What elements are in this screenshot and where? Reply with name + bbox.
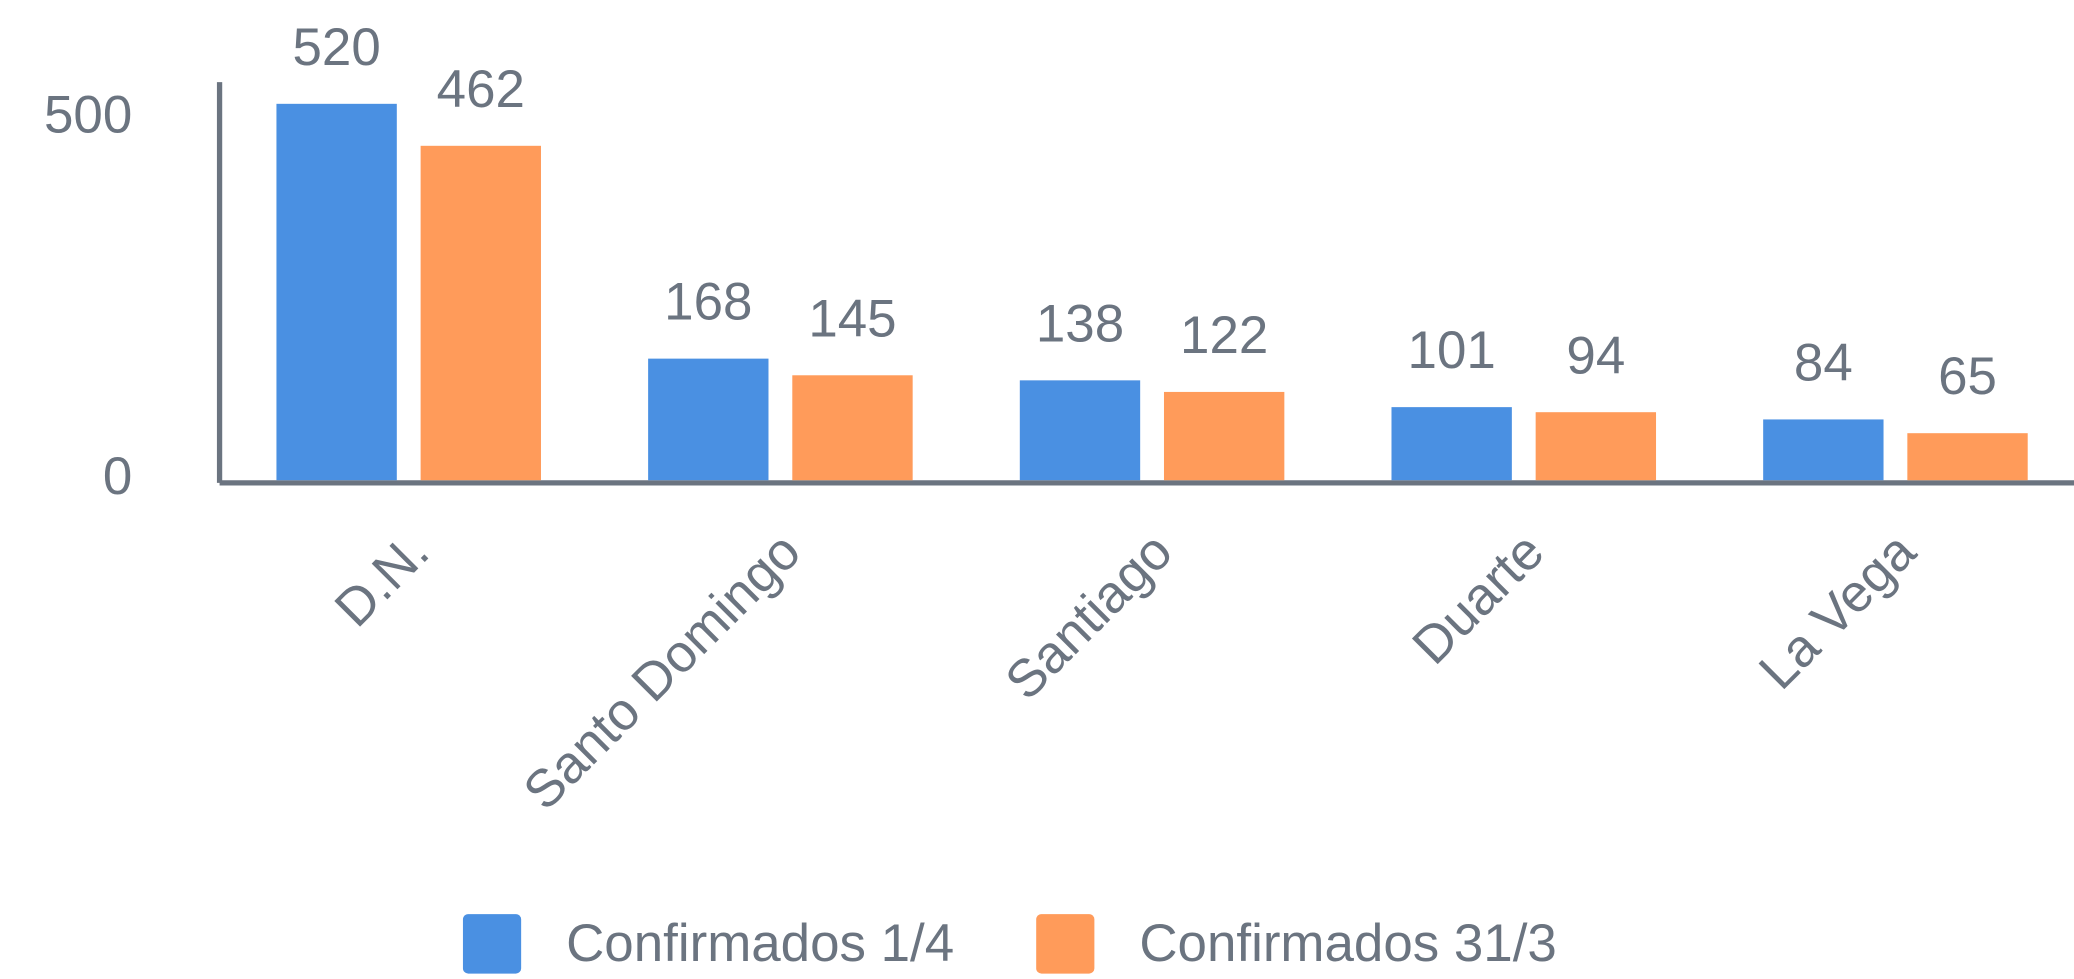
x-tick-label: Santiago xyxy=(994,522,1183,711)
x-tick-label: D.N. xyxy=(324,522,441,639)
x-tick-label: Duarte xyxy=(1401,522,1555,676)
value-label: 145 xyxy=(808,289,896,348)
bar xyxy=(792,375,913,481)
value-label: 138 xyxy=(1036,294,1124,353)
y-tick-label: 0 xyxy=(103,447,132,506)
value-label: 101 xyxy=(1408,321,1496,380)
legend-label: Confirmados 1/4 xyxy=(566,914,954,973)
value-label: 122 xyxy=(1180,306,1268,365)
bar xyxy=(1535,412,1657,481)
bar xyxy=(1763,419,1884,481)
value-label: 168 xyxy=(664,273,752,332)
value-label: 94 xyxy=(1566,326,1625,385)
value-label: 520 xyxy=(293,18,381,77)
bar xyxy=(1907,433,2028,481)
value-label: 65 xyxy=(1938,347,1997,406)
legend-swatch xyxy=(462,914,522,974)
bar xyxy=(1391,407,1512,481)
bar xyxy=(1019,380,1141,481)
value-label: 462 xyxy=(437,60,525,119)
legend-swatch xyxy=(1036,914,1095,974)
y-tick-label: 500 xyxy=(44,85,132,144)
bar xyxy=(420,145,541,481)
bar xyxy=(276,103,397,481)
bar xyxy=(1163,391,1285,481)
value-label: 84 xyxy=(1794,333,1853,392)
x-tick-label: Santo Domingo xyxy=(512,522,812,822)
x-tick-label: La Vega xyxy=(1748,521,1927,700)
bar xyxy=(648,358,769,481)
legend-label: Confirmados 31/3 xyxy=(1139,914,1556,973)
